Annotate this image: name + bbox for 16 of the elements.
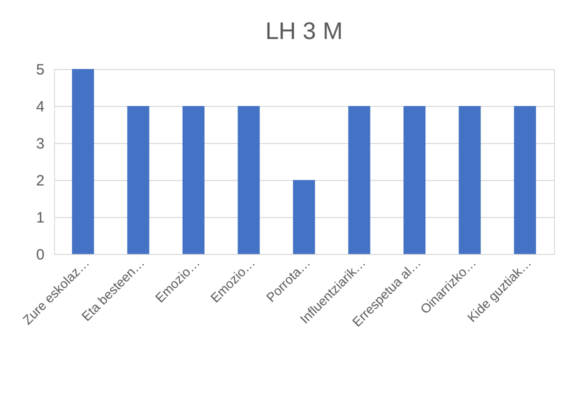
bar [127, 106, 150, 254]
bar [238, 106, 260, 254]
y-tick-label: 4 [36, 98, 44, 116]
bar [293, 180, 315, 254]
bar [458, 106, 481, 254]
y-tick-label: 2 [36, 172, 44, 190]
y-tick-label: 5 [36, 62, 44, 78]
bar [348, 106, 370, 254]
bar [182, 106, 205, 254]
y-tick-label: 1 [36, 210, 44, 226]
y-tick-label: 0 [36, 246, 44, 264]
bar [514, 106, 536, 254]
y-tick-label: 3 [36, 136, 44, 152]
bar [403, 106, 426, 254]
bar [72, 69, 94, 254]
chart-title: LH 3 M [265, 18, 343, 45]
